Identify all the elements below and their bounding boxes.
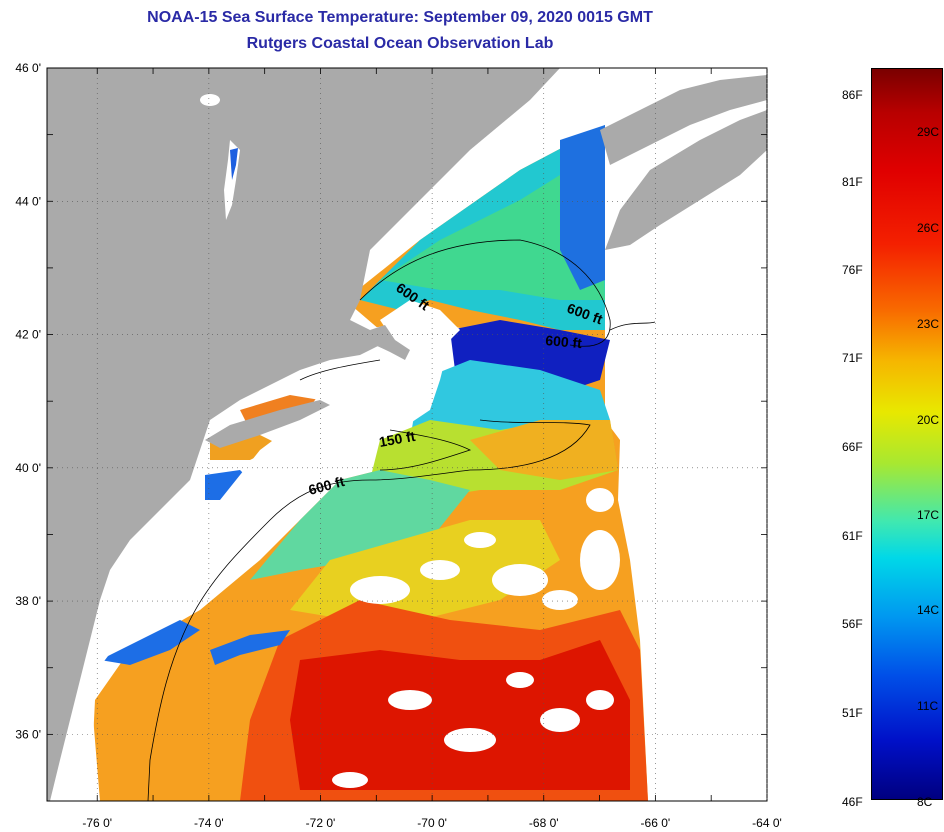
colorbar-celsius-label: 14C bbox=[917, 603, 940, 617]
colorbar-fahrenheit-label: 61F bbox=[842, 529, 863, 543]
latitude-label: 46 0' bbox=[15, 61, 41, 75]
longitude-labels: -76 0' -74 0' -72 0' -70 0' -68 0' -66 0' -64 … bbox=[82, 816, 781, 830]
latitude-label: 44 0' bbox=[15, 194, 41, 208]
colorbar-celsius-label: 8C bbox=[917, 795, 933, 809]
isobath-contours bbox=[147, 239, 656, 801]
chart-subtitle: Rutgers Coastal Ocean Observation Lab bbox=[246, 35, 554, 52]
colorbar-fahrenheit-label: 86F bbox=[842, 88, 863, 102]
colorbar-fahrenheit-label: 66F bbox=[842, 440, 863, 454]
colorbar-celsius-label: 17C bbox=[917, 508, 940, 522]
latitude-label: 38 0' bbox=[15, 594, 41, 608]
colorbar-celsius-label: 29C bbox=[917, 125, 940, 139]
axis-ticks bbox=[47, 67, 767, 802]
colorbar-fahrenheit-label: 46F bbox=[842, 795, 863, 809]
longitude-label: -70 0' bbox=[417, 816, 447, 830]
colorbar-fahrenheit-label: 71F bbox=[842, 351, 863, 365]
colorbar-fahrenheit-label: 76F bbox=[842, 263, 863, 277]
graticule bbox=[47, 68, 768, 801]
longitude-label: -72 0' bbox=[306, 816, 336, 830]
colorbar-celsius-label: 11C bbox=[917, 699, 939, 713]
chart-title: NOAA-15 Sea Surface Temperature: Septemb… bbox=[147, 9, 653, 26]
colorbar-celsius-label: 20C bbox=[917, 413, 940, 427]
swath-hot-core bbox=[290, 640, 630, 790]
longitude-label: -68 0' bbox=[529, 816, 559, 830]
latitude-label: 42 0' bbox=[15, 328, 41, 342]
latitude-labels: 46 0' 44 0' 42 0' 40 0' 38 0' 36 0' bbox=[15, 61, 41, 741]
sst-swath bbox=[90, 125, 648, 801]
swath-cold-east bbox=[560, 125, 605, 290]
colorbar-fahrenheit-label: 81F bbox=[842, 175, 863, 189]
colorbar-celsius-label: 26C bbox=[917, 221, 940, 235]
colorbar-fahrenheit-label: 51F bbox=[842, 706, 863, 720]
longitude-label: -64 0' bbox=[752, 816, 782, 830]
colorbar-celsius-label: 23C bbox=[917, 317, 940, 331]
isobath-label: 600 ft bbox=[545, 332, 583, 351]
colorbar-fahrenheit-label: 56F bbox=[842, 617, 863, 631]
colorbar bbox=[871, 68, 943, 800]
longitude-label: -74 0' bbox=[194, 816, 224, 830]
coastal-no-data bbox=[47, 320, 450, 801]
latitude-label: 36 0' bbox=[15, 727, 41, 741]
land bbox=[47, 68, 767, 801]
longitude-label: -66 0' bbox=[641, 816, 671, 830]
latitude-label: 40 0' bbox=[15, 461, 41, 475]
longitude-label: -76 0' bbox=[82, 816, 112, 830]
isobath-label: 150 ft bbox=[378, 428, 417, 450]
colorbar-gradient bbox=[871, 68, 943, 800]
plot-frame bbox=[46, 67, 768, 802]
